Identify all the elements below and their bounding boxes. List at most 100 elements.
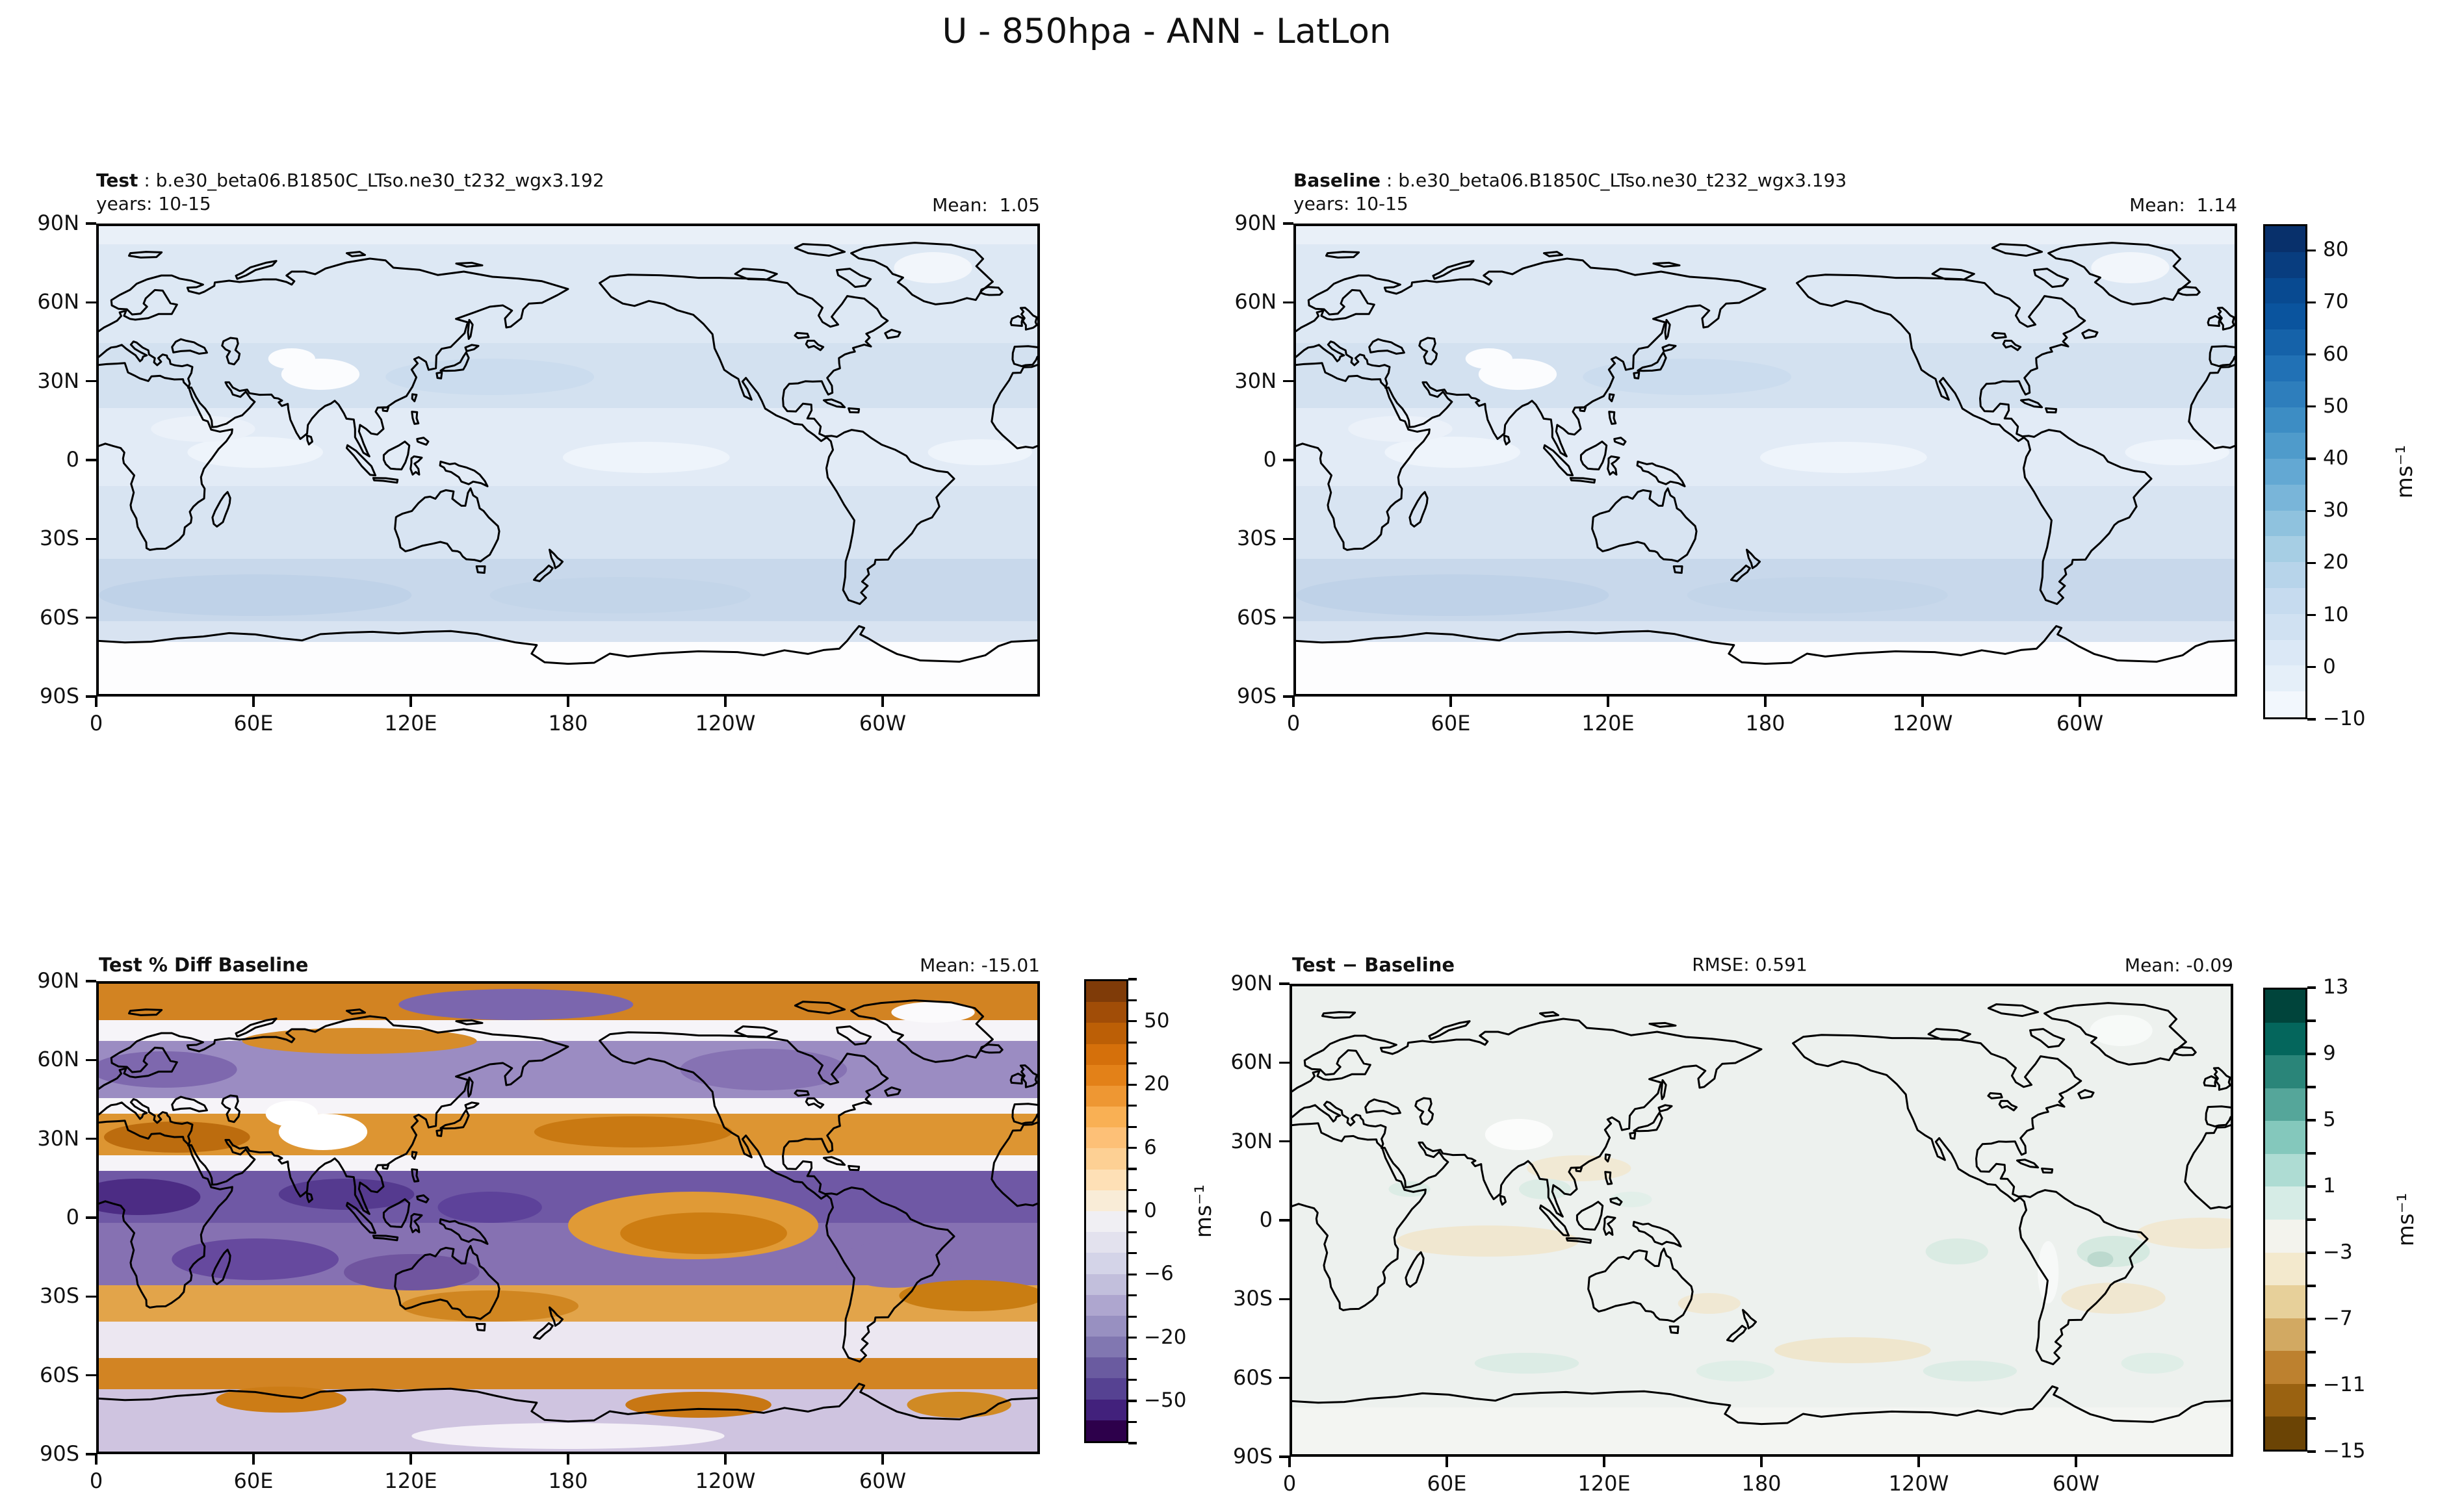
colorbar-wind <box>2263 224 2307 719</box>
colorbar-wind-band <box>2265 277 2305 305</box>
pct-diff-y-tick <box>86 980 96 982</box>
colorbar-pct-band <box>1086 1085 1126 1107</box>
colorbar-pct-band <box>1086 1169 1126 1191</box>
colorbar-wind-band <box>2265 562 2305 589</box>
colorbar-diff-band <box>2265 1416 2305 1450</box>
colorbar-wind-tick-label: 20 <box>2323 550 2349 574</box>
pct-diff-x-tick <box>567 1454 569 1465</box>
baseline-y-tick <box>1283 379 1293 383</box>
pct-diff-y-tick <box>86 1374 96 1377</box>
pct-diff-y-tick <box>86 1453 96 1455</box>
colorbar-wind-band <box>2265 536 2305 563</box>
colorbar-wind-tick-label: 70 <box>2323 290 2349 314</box>
test-header-dataset: : b.e30_beta06.B1850C_LTso.ne30_t232_wgx… <box>138 170 604 191</box>
colorbar-pct-tick <box>1128 1105 1137 1107</box>
test-y-tick-label: 60N <box>37 289 79 314</box>
baseline-x-tick <box>1607 697 1609 707</box>
diff-y-tick <box>1279 1140 1290 1143</box>
test-y-tick <box>86 379 96 383</box>
colorbar-pct-tick <box>1128 1442 1137 1444</box>
colorbar-wind-band <box>2265 381 2305 408</box>
colorbar-wind-band <box>2265 251 2305 279</box>
pct-diff-x-tick <box>724 1454 727 1465</box>
pct-diff-x-tick-label: 180 <box>548 1468 588 1493</box>
pct-diff-title: Test % Diff Baseline <box>99 954 309 976</box>
test-x-tick-label: 180 <box>548 711 588 736</box>
colorbar-wind-band <box>2265 691 2305 717</box>
colorbar-diff-tick-label: −3 <box>2323 1240 2353 1264</box>
baseline-header-label: Baseline <box>1293 170 1381 191</box>
diff-y-tick-label: 30S <box>1232 1286 1273 1311</box>
diff-y-tick <box>1279 1298 1290 1301</box>
colorbar-wind-tick <box>2307 718 2316 721</box>
map-test <box>96 224 1040 697</box>
colorbar-diff-band <box>2265 990 2305 1023</box>
baseline-years: years: 10-15 <box>1293 193 1408 214</box>
pct-diff-x-tick-label: 60E <box>233 1468 274 1493</box>
diff-x-tick-label: 180 <box>1741 1471 1782 1496</box>
test-y-tick <box>86 537 96 541</box>
colorbar-pct-tick <box>1128 1231 1137 1234</box>
colorbar-pct-tick <box>1128 1041 1137 1044</box>
colorbar-diff-band <box>2265 1186 2305 1220</box>
colorbar-diff-band <box>2265 1285 2305 1319</box>
colorbar-wind-tick <box>2307 353 2316 356</box>
colorbar-pct-tick-label: −20 <box>1144 1325 1187 1349</box>
pct-diff-y-tick-label: 0 <box>66 1205 79 1229</box>
colorbar-pct-tick <box>1128 1252 1137 1255</box>
baseline-y-tick <box>1283 695 1293 698</box>
colorbar-diff-band <box>2265 1088 2305 1122</box>
baseline-y-tick-label: 90N <box>1234 211 1277 235</box>
diff-stat-mean: Mean: -0.09 <box>2124 955 2233 976</box>
pct-diff-x-tick <box>409 1454 412 1465</box>
pct-diff-y-tick <box>86 1216 96 1219</box>
baseline-y-tick <box>1283 537 1293 541</box>
colorbar-pct-band <box>1086 1002 1126 1024</box>
figure-title: U - 850hpa - ANN - LatLon <box>942 12 1392 51</box>
colorbar-pct-tick <box>1128 1125 1137 1128</box>
colorbar-diff-unit: ms⁻¹ <box>2393 1192 2419 1247</box>
test-y-tick <box>86 695 96 698</box>
test-y-tick-label: 90S <box>39 684 79 708</box>
colorbar-pct-band <box>1086 1064 1126 1086</box>
baseline-x-tick <box>1921 697 1924 707</box>
baseline-x-tick <box>2079 697 2081 707</box>
baseline-x-tick <box>1764 697 1767 707</box>
test-x-tick-label: 0 <box>89 711 103 736</box>
colorbar-pct-unit: ms⁻¹ <box>1191 1184 1217 1238</box>
colorbar-pct-tick-label: −50 <box>1144 1389 1187 1413</box>
diff-x-tick <box>1446 1457 1448 1467</box>
colorbar-wind-tick-label: 0 <box>2323 654 2336 678</box>
colorbar-pct-tick <box>1128 1273 1137 1275</box>
baseline-x-tick-label: 180 <box>1745 711 1785 736</box>
colorbar-wind-tick <box>2307 561 2316 564</box>
colorbar-diff-tick <box>2307 1384 2316 1387</box>
colorbar-wind-unit: ms⁻¹ <box>2392 444 2418 499</box>
baseline-x-tick <box>1449 697 1452 707</box>
test-stat-mean: Mean: 1.05 <box>932 194 1040 216</box>
colorbar-pct-band <box>1086 981 1126 1003</box>
diff-y-tick <box>1279 1376 1290 1379</box>
colorbar-diff-tick <box>2307 1318 2316 1320</box>
colorbar-pct-tick <box>1128 1188 1137 1192</box>
colorbar-pct-tick-label: −6 <box>1144 1262 1174 1286</box>
baseline-header-dataset: : b.e30_beta06.B1850C_LTso.ne30_t232_wgx… <box>1381 170 1847 191</box>
colorbar-pct-band <box>1086 1107 1126 1129</box>
colorbar-pct-tick-label: 6 <box>1144 1135 1157 1159</box>
colorbar-pct-tick <box>1128 1168 1137 1170</box>
pct-diff-y-tick <box>86 1058 96 1062</box>
test-x-tick <box>881 697 884 707</box>
test-y-tick-label: 90N <box>37 211 79 235</box>
diff-title: Test − Baseline <box>1292 954 1455 976</box>
pct-diff-y-tick-label: 60N <box>37 1047 79 1072</box>
baseline-y-tick <box>1283 459 1293 461</box>
pct-diff-y-tick-label: 90S <box>39 1441 79 1466</box>
diff-y-tick-label: 0 <box>1259 1207 1273 1232</box>
baseline-y-tick-label: 60S <box>1236 604 1277 630</box>
pct-diff-x-tick-label: 120E <box>384 1468 437 1493</box>
test-x-tick <box>567 697 569 707</box>
diff-x-tick-label: 60E <box>1427 1471 1467 1496</box>
colorbar-pct-band <box>1086 1023 1126 1045</box>
colorbar-wind-tick-label: −10 <box>2323 707 2366 730</box>
baseline-x-tick-label: 60E <box>1431 711 1471 736</box>
